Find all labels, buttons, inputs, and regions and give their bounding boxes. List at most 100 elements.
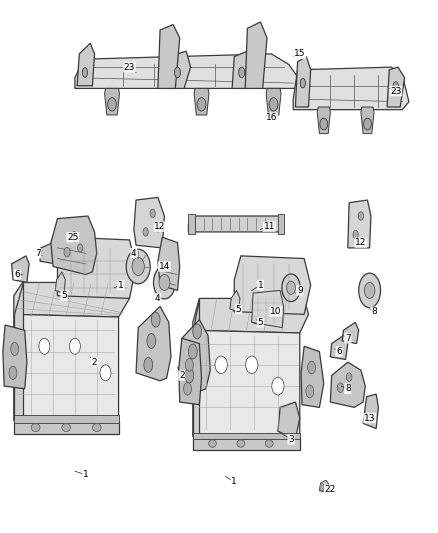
Ellipse shape [282,274,300,302]
Ellipse shape [346,373,352,381]
Text: 16: 16 [265,113,277,122]
Ellipse shape [193,324,201,339]
Ellipse shape [197,98,206,111]
Ellipse shape [307,361,315,374]
Ellipse shape [393,82,399,92]
Polygon shape [252,306,262,325]
Polygon shape [57,237,136,298]
Ellipse shape [364,282,375,298]
Ellipse shape [153,266,175,299]
Polygon shape [293,67,409,110]
Bar [193,437,300,450]
Ellipse shape [144,358,152,372]
Polygon shape [319,480,329,492]
Text: 2: 2 [179,371,185,380]
Polygon shape [188,216,283,232]
Polygon shape [193,298,199,437]
Polygon shape [363,394,378,429]
Ellipse shape [265,440,273,447]
Ellipse shape [337,383,343,392]
Text: 3: 3 [288,435,294,444]
Polygon shape [301,346,324,407]
Text: 12: 12 [355,238,367,247]
Text: 9: 9 [297,286,303,295]
Ellipse shape [62,424,71,432]
Ellipse shape [188,344,197,359]
Text: 5: 5 [258,318,263,327]
Text: 12: 12 [154,222,166,231]
Polygon shape [3,325,27,389]
Polygon shape [245,22,267,88]
Polygon shape [330,336,348,360]
Polygon shape [232,51,252,88]
Ellipse shape [320,118,328,130]
Text: 7: 7 [35,249,41,258]
Polygon shape [278,402,300,439]
Ellipse shape [269,98,278,111]
Polygon shape [14,282,130,317]
Bar [14,415,119,423]
Ellipse shape [100,365,111,381]
Ellipse shape [82,68,88,77]
Ellipse shape [237,440,245,447]
Text: 1: 1 [118,280,124,289]
Polygon shape [348,200,371,248]
Polygon shape [179,338,201,405]
Ellipse shape [358,212,364,220]
Ellipse shape [215,356,227,374]
Text: 4: 4 [155,294,161,303]
Ellipse shape [185,368,194,383]
Polygon shape [252,290,284,328]
Text: 6: 6 [14,270,20,279]
Text: 13: 13 [364,414,375,423]
Ellipse shape [132,257,145,276]
Polygon shape [40,243,57,264]
Text: 7: 7 [345,334,351,343]
Polygon shape [194,88,209,115]
Text: 23: 23 [390,86,402,95]
Polygon shape [387,67,405,107]
Ellipse shape [147,334,155,349]
Polygon shape [136,306,171,381]
Polygon shape [14,282,22,421]
Polygon shape [187,214,195,233]
Ellipse shape [272,377,284,395]
Polygon shape [361,107,374,134]
Ellipse shape [174,67,180,78]
Ellipse shape [71,232,77,240]
Ellipse shape [11,342,18,356]
Polygon shape [180,320,210,391]
Ellipse shape [353,230,358,239]
Text: 6: 6 [336,347,342,356]
Polygon shape [158,237,180,290]
Text: 1: 1 [258,280,263,289]
Text: 1: 1 [231,478,237,486]
Ellipse shape [151,312,160,327]
Polygon shape [230,290,240,312]
Polygon shape [105,88,120,115]
Ellipse shape [39,338,50,354]
Ellipse shape [126,249,150,284]
Polygon shape [77,43,95,86]
Text: 4: 4 [131,249,137,258]
Ellipse shape [64,247,70,257]
Polygon shape [193,298,308,333]
Ellipse shape [208,440,216,447]
Polygon shape [330,362,365,407]
Text: 10: 10 [270,307,282,316]
Ellipse shape [185,359,193,371]
Text: 15: 15 [294,50,306,58]
Polygon shape [234,256,311,314]
Text: 5: 5 [61,291,67,300]
Text: 8: 8 [345,384,351,393]
Ellipse shape [320,483,324,490]
Text: 8: 8 [371,307,377,316]
Text: 5: 5 [236,304,241,313]
Ellipse shape [239,67,245,78]
Ellipse shape [300,78,305,88]
Ellipse shape [78,244,83,252]
Ellipse shape [70,338,81,354]
Ellipse shape [143,228,148,236]
Polygon shape [278,214,284,233]
Text: 22: 22 [325,485,336,494]
